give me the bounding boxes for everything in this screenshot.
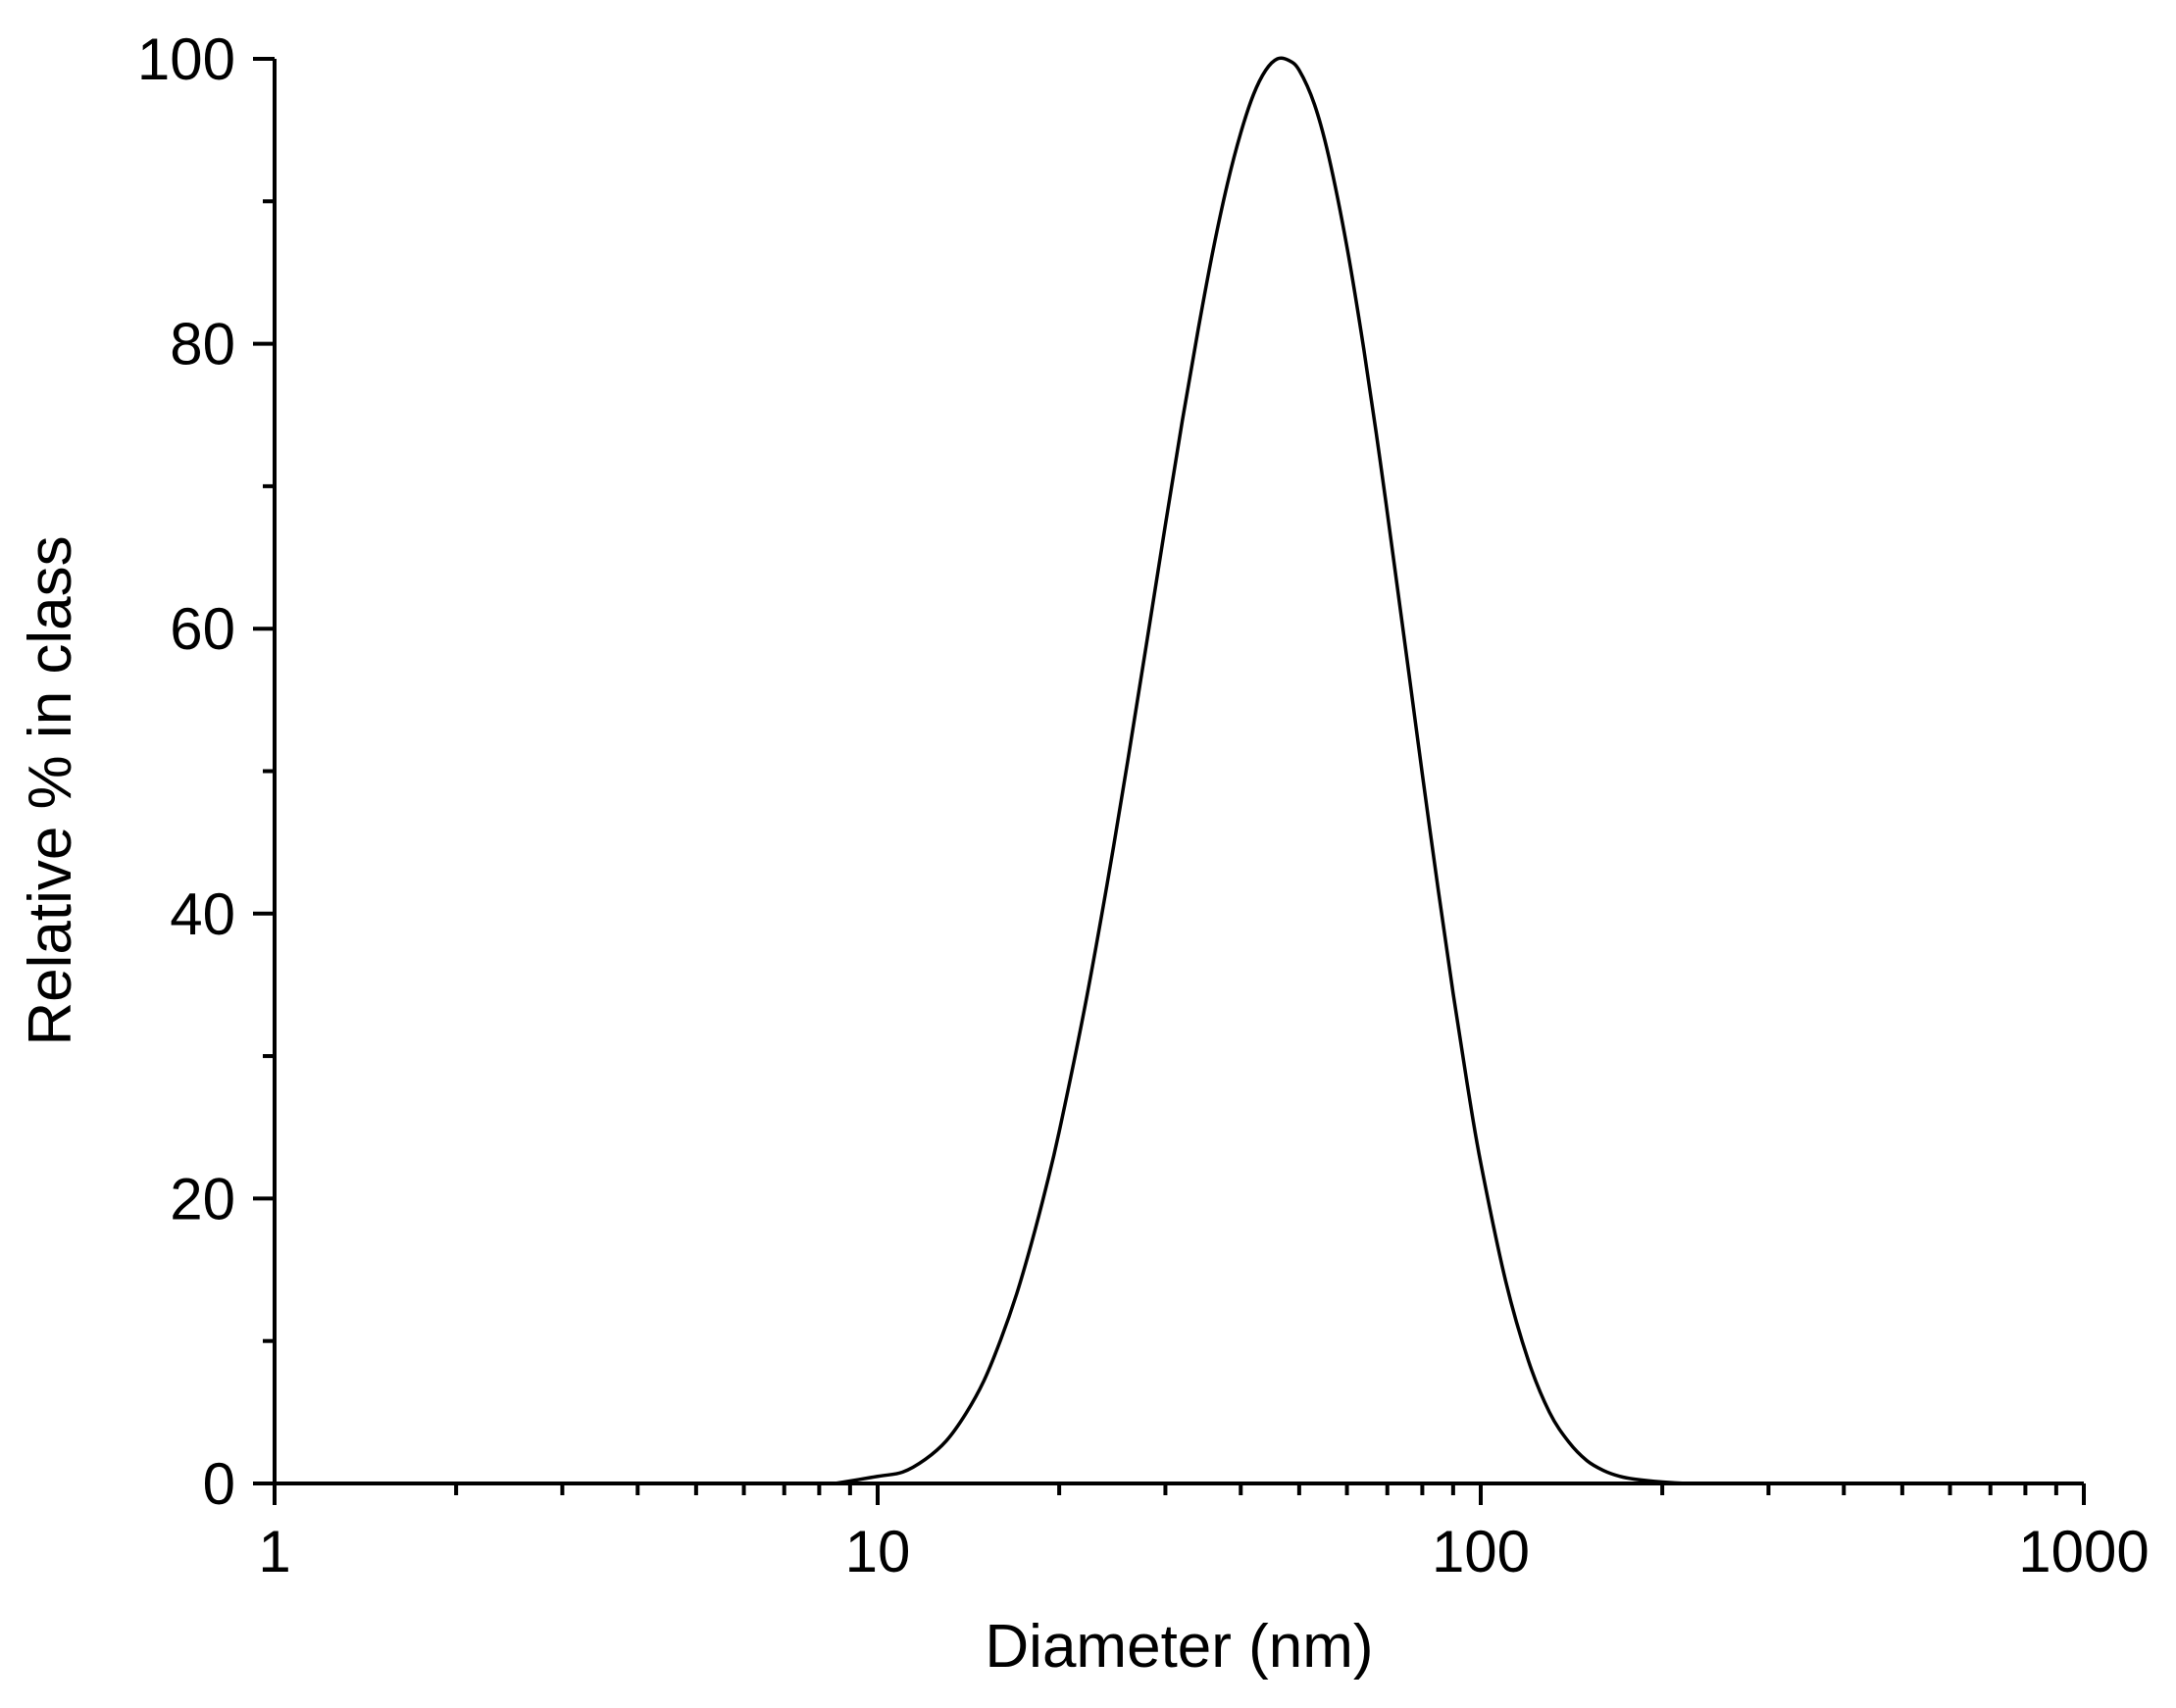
y-tick-label: 80 [170, 312, 235, 377]
plot-area [835, 56, 1705, 1485]
axes [273, 59, 2084, 1485]
y-axis-title: Relative % in class [17, 535, 84, 1045]
x-ticks: 1 10 100 1000 [258, 1483, 2150, 1584]
x-axis-title: Diameter (nm) [985, 1613, 1373, 1681]
x-tick-label: 100 [1432, 1519, 1530, 1584]
series-line [835, 56, 1705, 1485]
y-tick-label: 100 [137, 26, 235, 92]
x-tick-label: 10 [845, 1519, 911, 1584]
x-tick-label: 1000 [2018, 1519, 2149, 1584]
y-tick-label: 40 [170, 881, 235, 947]
y-tick-label: 0 [203, 1451, 235, 1517]
y-tick-label: 20 [170, 1166, 235, 1231]
y-tick-label: 60 [170, 596, 235, 662]
y-ticks: 0 20 40 60 80 100 [137, 26, 275, 1517]
x-tick-label: 1 [258, 1519, 290, 1584]
